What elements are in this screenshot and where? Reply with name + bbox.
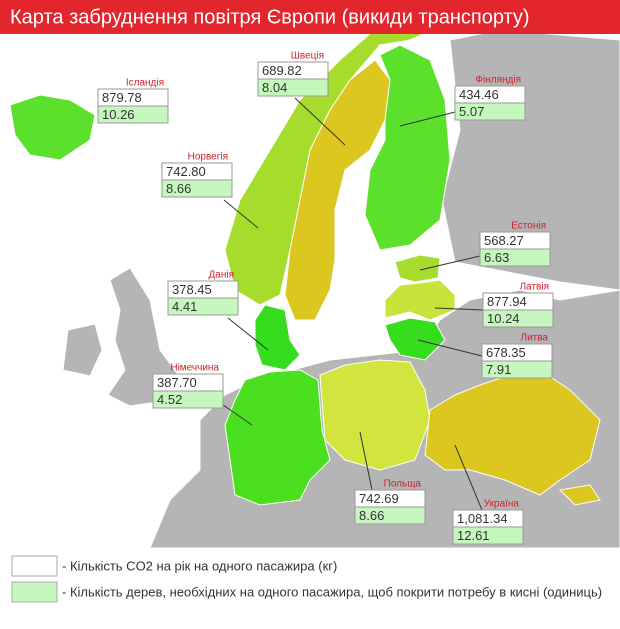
country-name: Польща (384, 479, 422, 490)
trees-value: 12.61 (457, 528, 490, 543)
trees-value: 8.66 (166, 181, 191, 196)
trees-cell (167, 297, 239, 316)
co2-value: 742.69 (359, 491, 399, 506)
co2-value: 568.27 (484, 233, 524, 248)
trees-value: 6.63 (484, 250, 509, 265)
trees-cell (354, 506, 426, 525)
trees-value: 10.24 (487, 311, 520, 326)
co2-value: 1,081.34 (457, 511, 508, 526)
leader-line (434, 307, 484, 311)
legend-text: - Кількість дерев, необхідних на одного … (62, 584, 602, 599)
co2-value: 387.70 (157, 375, 197, 390)
countries (9, 13, 601, 506)
leader-line (359, 431, 373, 491)
country-shape (384, 279, 456, 321)
country-name: Україна (484, 499, 520, 510)
co2-value: 879.78 (102, 90, 142, 105)
country-name: Литва (521, 333, 549, 344)
legend-panel (0, 548, 620, 624)
country-name: Швеція (291, 51, 324, 62)
legend-text: - Кількість CO2 на рік на одного пасажир… (62, 558, 337, 573)
trees-cell (479, 248, 551, 267)
country-name: Естонія (511, 221, 546, 232)
country-shape (384, 317, 446, 361)
title-bar (0, 0, 620, 34)
country-shape (254, 304, 301, 371)
country-name: Німеччина (170, 363, 219, 374)
country-shape (394, 254, 441, 283)
leader-line (454, 444, 483, 511)
country-shape (9, 94, 96, 161)
trees-cell (257, 78, 329, 97)
land (62, 323, 103, 377)
co2-value: 742.80 (166, 164, 206, 179)
country-shape (224, 13, 444, 306)
country-name: Норвегія (188, 152, 228, 163)
legend-swatch (11, 555, 58, 577)
country-name: Фінляндія (475, 75, 521, 86)
trees-value: 4.41 (172, 299, 197, 314)
trees-cell (152, 390, 224, 409)
trees-cell (482, 309, 554, 328)
trees-value: 7.91 (486, 362, 511, 377)
country-shape (424, 369, 601, 506)
trees-cell (161, 179, 233, 198)
trees-value: 10.26 (102, 107, 135, 122)
land (107, 267, 183, 407)
trees-cell (452, 526, 524, 545)
co2-value: 689.82 (262, 63, 302, 78)
trees-value: 8.04 (262, 80, 287, 95)
leader-line (227, 317, 269, 351)
co2-value: 678.35 (486, 345, 526, 360)
country-name: Данія (209, 270, 235, 281)
country-shape (284, 59, 391, 321)
trees-cell (454, 102, 526, 121)
leader-line (399, 111, 456, 127)
trees-cell (481, 360, 553, 379)
legend-swatch (11, 581, 58, 603)
trees-value: 8.66 (359, 508, 384, 523)
leader-line (294, 97, 346, 146)
country-name: Ісландія (126, 78, 164, 89)
trees-value: 5.07 (459, 104, 484, 119)
title: Карта забруднення повітря Європи (викиди… (10, 6, 530, 28)
country-shape (364, 44, 451, 251)
leader-line (223, 199, 259, 229)
co2-value: 378.45 (172, 282, 212, 297)
leader-line (419, 255, 481, 271)
trees-value: 4.52 (157, 392, 182, 407)
co2-value: 877.94 (487, 294, 527, 309)
co2-value: 434.46 (459, 87, 499, 102)
country-shape (224, 369, 331, 506)
country-name: Латвія (520, 282, 549, 293)
trees-cell (97, 105, 169, 124)
leader-line (417, 339, 483, 357)
